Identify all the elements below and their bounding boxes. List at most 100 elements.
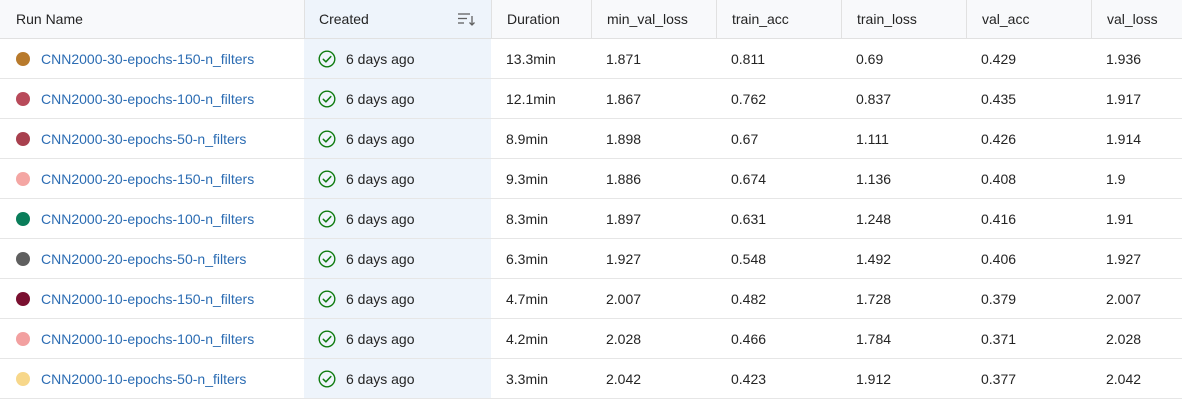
sort-descending-icon[interactable] [457,11,475,27]
train-loss-cell: 0.837 [856,90,892,107]
train-acc-cell: 0.762 [731,90,767,107]
table-row[interactable]: CNN2000-20-epochs-50-n_filters 6 days ag… [0,239,1182,279]
train-loss-cell: 1.912 [856,370,892,387]
check-circle-icon [318,369,336,388]
train-acc-cell: 0.548 [731,250,767,267]
duration-cell: 13.3min [506,50,556,67]
val-acc-cell: 0.435 [981,90,1017,107]
run-name-link[interactable]: CNN2000-20-epochs-50-n_filters [41,250,247,267]
table-row[interactable]: CNN2000-10-epochs-50-n_filters 6 days ag… [0,359,1182,399]
run-name-cell: CNN2000-20-epochs-50-n_filters [0,239,304,278]
run-name-cell: CNN2000-10-epochs-100-n_filters [0,319,304,358]
run-name-cell: CNN2000-20-epochs-150-n_filters [0,159,304,198]
column-header-val-loss[interactable]: val_loss [1091,0,1182,38]
check-circle-icon [318,209,336,228]
duration-cell: 3.3min [506,370,549,387]
column-header-min-val-loss[interactable]: min_val_loss [591,0,716,38]
train-loss-cell: 1.111 [856,130,889,147]
min-val-loss-cell: 1.927 [606,250,642,267]
val-loss-cell: 2.028 [1106,330,1142,347]
run-name-cell: CNN2000-30-epochs-100-n_filters [0,79,304,118]
val-loss-cell: 1.914 [1106,130,1142,147]
run-color-dot [16,331,30,346]
column-header-created[interactable]: Created [304,0,491,38]
val-loss-cell: 1.936 [1106,50,1142,67]
run-color-dot [16,371,30,386]
train-acc-cell: 0.631 [731,210,767,227]
train-loss-cell: 1.492 [856,250,892,267]
val-loss-cell: 1.9 [1106,170,1126,187]
train-acc-cell: 0.482 [731,290,767,307]
check-circle-icon [318,129,336,148]
column-header-val-acc[interactable]: val_acc [966,0,1091,38]
table-row[interactable]: CNN2000-10-epochs-100-n_filters 6 days a… [0,319,1182,359]
run-color-dot [16,131,30,146]
column-header-duration[interactable]: Duration [491,0,591,38]
val-acc-cell: 0.371 [981,330,1017,347]
duration-cell: 8.3min [506,210,549,227]
run-color-dot [16,51,30,66]
run-name-link[interactable]: CNN2000-10-epochs-150-n_filters [41,290,255,307]
val-loss-cell: 1.927 [1106,250,1142,267]
val-loss-cell: 2.042 [1106,370,1142,387]
column-header-train-acc[interactable]: train_acc [716,0,841,38]
check-circle-icon [318,289,336,308]
val-acc-cell: 0.379 [981,290,1017,307]
min-val-loss-cell: 1.886 [606,170,642,187]
table-row[interactable]: CNN2000-20-epochs-100-n_filters 6 days a… [0,199,1182,239]
run-name-cell: CNN2000-10-epochs-50-n_filters [0,359,304,398]
run-name-link[interactable]: CNN2000-30-epochs-100-n_filters [41,90,255,107]
val-acc-cell: 0.426 [981,130,1017,147]
duration-cell: 4.2min [506,330,549,347]
created-text: 6 days ago [346,170,415,187]
run-color-dot [16,291,30,306]
run-name-link[interactable]: CNN2000-30-epochs-150-n_filters [41,50,255,67]
min-val-loss-cell: 2.028 [606,330,642,347]
run-name-link[interactable]: CNN2000-10-epochs-100-n_filters [41,330,255,347]
created-cell: 6 days ago [304,279,491,318]
column-header-run-name[interactable]: Run Name [16,11,83,27]
run-name-link[interactable]: CNN2000-20-epochs-100-n_filters [41,210,255,227]
val-loss-cell: 1.917 [1106,90,1142,107]
run-color-dot [16,251,30,266]
created-text: 6 days ago [346,370,415,387]
table-row[interactable]: CNN2000-30-epochs-100-n_filters 6 days a… [0,79,1182,119]
run-name-link[interactable]: CNN2000-20-epochs-150-n_filters [41,170,255,187]
created-cell: 6 days ago [304,199,491,238]
train-loss-cell: 1.728 [856,290,892,307]
check-circle-icon [318,89,336,108]
created-text: 6 days ago [346,210,415,227]
table-row[interactable]: CNN2000-30-epochs-50-n_filters 6 days ag… [0,119,1182,159]
check-circle-icon [318,49,336,68]
created-cell: 6 days ago [304,319,491,358]
min-val-loss-cell: 1.871 [606,50,642,67]
duration-cell: 8.9min [506,130,549,147]
created-text: 6 days ago [346,290,415,307]
table-row[interactable]: CNN2000-10-epochs-150-n_filters 6 days a… [0,279,1182,319]
table-row[interactable]: CNN2000-30-epochs-150-n_filters 6 days a… [0,39,1182,79]
train-acc-cell: 0.67 [731,130,759,147]
run-name-cell: CNN2000-30-epochs-150-n_filters [0,39,304,78]
run-color-dot [16,211,30,226]
column-header-train-loss[interactable]: train_loss [841,0,966,38]
val-acc-cell: 0.416 [981,210,1017,227]
created-cell: 6 days ago [304,159,491,198]
duration-cell: 6.3min [506,250,549,267]
run-name-link[interactable]: CNN2000-10-epochs-50-n_filters [41,370,247,387]
min-val-loss-cell: 1.867 [606,90,642,107]
created-cell: 6 days ago [304,39,491,78]
table-row[interactable]: CNN2000-20-epochs-150-n_filters 6 days a… [0,159,1182,199]
run-name-cell: CNN2000-30-epochs-50-n_filters [0,119,304,158]
check-circle-icon [318,329,336,348]
train-loss-cell: 0.69 [856,50,884,67]
run-name-cell: CNN2000-10-epochs-150-n_filters [0,279,304,318]
run-name-link[interactable]: CNN2000-30-epochs-50-n_filters [41,130,247,147]
run-name-cell: CNN2000-20-epochs-100-n_filters [0,199,304,238]
train-acc-cell: 0.811 [731,50,765,67]
min-val-loss-cell: 1.898 [606,130,642,147]
table-header: Run Name Created Duration min_val_loss t… [0,0,1182,39]
created-text: 6 days ago [346,90,415,107]
train-loss-cell: 1.248 [856,210,892,227]
train-acc-cell: 0.674 [731,170,767,187]
